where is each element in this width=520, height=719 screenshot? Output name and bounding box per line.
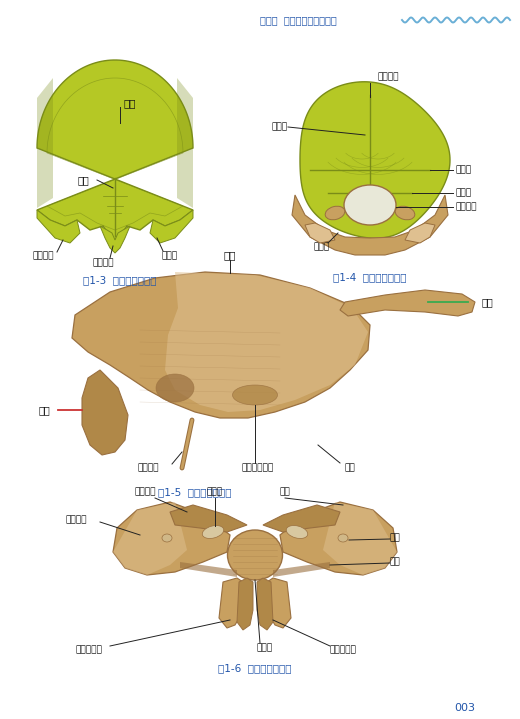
Text: 下项线: 下项线	[455, 188, 471, 198]
Text: 枕骨大孔: 枕骨大孔	[455, 203, 476, 211]
Text: 枕外隆凸: 枕外隆凸	[377, 73, 399, 81]
Polygon shape	[150, 210, 193, 243]
Ellipse shape	[162, 534, 172, 542]
Polygon shape	[82, 370, 128, 455]
Text: 圆孔: 圆孔	[390, 533, 401, 543]
Polygon shape	[300, 82, 450, 238]
Polygon shape	[340, 290, 475, 316]
Text: 眶上裂: 眶上裂	[207, 487, 223, 497]
Text: 翼突外侧板: 翼突外侧板	[75, 646, 102, 654]
Ellipse shape	[202, 526, 224, 539]
Polygon shape	[219, 578, 243, 628]
Text: 枕骨髁: 枕骨髁	[314, 242, 330, 252]
Ellipse shape	[338, 534, 348, 542]
Polygon shape	[405, 223, 435, 243]
Ellipse shape	[344, 185, 396, 225]
Text: 蝶骨大翼: 蝶骨大翼	[65, 516, 86, 524]
Text: 颧突: 颧突	[345, 464, 355, 472]
Ellipse shape	[287, 526, 308, 539]
Polygon shape	[170, 505, 247, 532]
Text: 额骨: 额骨	[124, 98, 136, 108]
Text: 图1-3  额骨（正面观）: 图1-3 额骨（正面观）	[83, 275, 157, 285]
Text: 眉间: 眉间	[77, 175, 89, 185]
Text: 翼管: 翼管	[390, 557, 401, 567]
Polygon shape	[100, 226, 130, 253]
Text: 枕外嵴: 枕外嵴	[272, 122, 288, 132]
Text: 额骨颧突: 额骨颧突	[32, 252, 54, 260]
Ellipse shape	[325, 206, 345, 220]
Ellipse shape	[232, 385, 278, 405]
Text: 图1-6  蝶骨（前面观）: 图1-6 蝶骨（前面观）	[218, 663, 292, 673]
Text: 颧骨茎突: 颧骨茎突	[137, 464, 159, 472]
Polygon shape	[113, 502, 187, 575]
Text: 颞下颌关节窝: 颞下颌关节窝	[242, 464, 274, 472]
Ellipse shape	[156, 374, 194, 402]
Polygon shape	[72, 272, 370, 418]
Text: 颧弓: 颧弓	[482, 297, 494, 307]
Ellipse shape	[228, 530, 282, 580]
Text: 蝶骨小翼: 蝶骨小翼	[134, 487, 156, 497]
Polygon shape	[323, 502, 397, 575]
Text: 003: 003	[454, 703, 475, 713]
Polygon shape	[113, 502, 230, 575]
Polygon shape	[177, 78, 193, 208]
Text: 上项线: 上项线	[455, 165, 471, 175]
Text: 眶上缘: 眶上缘	[162, 252, 178, 260]
Polygon shape	[267, 578, 291, 628]
Text: 图1-4  枕骨（下面观）: 图1-4 枕骨（下面观）	[333, 272, 407, 282]
Text: 翼突内侧板: 翼突内侧板	[330, 646, 357, 654]
Text: 蝶骨体: 蝶骨体	[257, 644, 273, 653]
Text: 第二节  颅面部的骨骼及连结: 第二节 颅面部的骨骼及连结	[259, 15, 336, 25]
Polygon shape	[180, 562, 237, 577]
Polygon shape	[257, 578, 273, 630]
Ellipse shape	[395, 206, 415, 220]
Text: 眶上切迹: 眶上切迹	[92, 259, 114, 267]
Polygon shape	[305, 223, 335, 243]
Polygon shape	[280, 502, 397, 575]
Text: 眶面: 眶面	[280, 487, 290, 497]
Polygon shape	[263, 505, 340, 532]
Polygon shape	[165, 272, 368, 412]
Text: 乳突: 乳突	[38, 405, 50, 415]
Polygon shape	[273, 562, 330, 577]
Text: 颞骨: 颞骨	[224, 250, 236, 260]
Polygon shape	[37, 60, 193, 240]
Polygon shape	[292, 195, 448, 255]
Polygon shape	[37, 210, 80, 243]
Text: 图1-5  颞骨（侧面观）: 图1-5 颞骨（侧面观）	[158, 487, 232, 497]
Polygon shape	[37, 78, 53, 208]
Polygon shape	[237, 578, 253, 630]
